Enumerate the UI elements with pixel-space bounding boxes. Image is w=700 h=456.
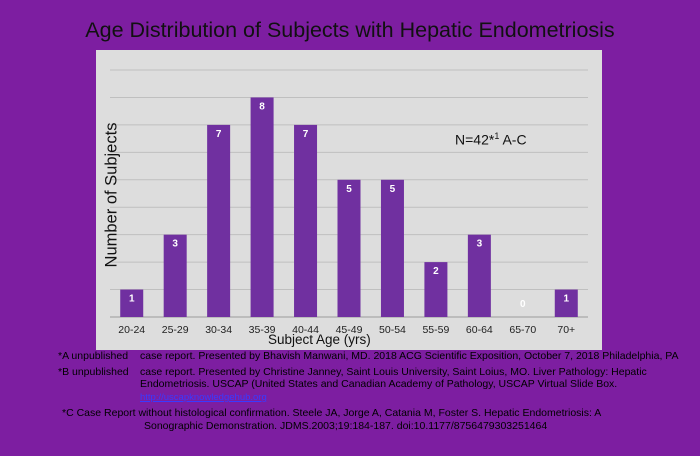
reference-a-text: case report. Presented by Bhavish Manwan…	[140, 350, 679, 362]
bar-50-54	[380, 179, 404, 317]
data-label-60-64: 3	[477, 239, 483, 250]
tick-label-25-29: 25-29	[162, 324, 189, 336]
bar-25-29	[163, 234, 187, 317]
reference-c-text-1: Steele JA, Jorge A, Catania M, Foster S.…	[292, 407, 602, 420]
reference-c-text-2: Sonographic Demonstration. JDMS.2003;19:…	[144, 419, 548, 432]
bar-55-59	[424, 262, 448, 317]
data-label-40-44: 7	[303, 129, 309, 140]
tick-label-30-34: 30-34	[205, 324, 232, 336]
bar-30-34	[207, 124, 231, 317]
plot-panel: 1 20-24 3 25-29 7 30-34 8 35-39 7 40-44 5 45-49 5 50-…	[96, 50, 602, 350]
tick-label-50-54: 50-54	[379, 324, 406, 336]
reference-b-tag: *B unpublished	[58, 365, 129, 378]
data-label-25-29: 3	[172, 239, 178, 250]
reference-b-text: case report. Presented by Christine Jann…	[140, 365, 647, 391]
reference-a: *A unpublished case report. Presented by …	[58, 350, 698, 363]
reference-a-tag: *A unpublished	[58, 350, 129, 362]
bar-45-49	[337, 179, 361, 317]
references: *A unpublished case report. Presented by …	[58, 350, 698, 436]
y-axis-label: Number of Subjects	[102, 122, 121, 268]
data-label-65-70: 0	[520, 299, 526, 310]
tick-label-65-70: 65-70	[509, 324, 536, 336]
reference-b: *B unpublished case report. Presented by …	[58, 366, 698, 405]
tick-label-55-59: 55-59	[422, 324, 449, 336]
bar-35-39	[250, 97, 274, 317]
bar-chart: 1 20-24 3 25-29 7 30-34 8 35-39 7 40-44 5 45-49 5 50-…	[110, 69, 588, 336]
tick-label-45-49: 45-49	[336, 324, 363, 336]
bar-20-24	[120, 289, 144, 317]
data-label-70+: 1	[563, 294, 569, 305]
reference-c-tag: *C Case Report without histological conf…	[62, 407, 290, 420]
data-label-30-34: 7	[216, 129, 222, 140]
chart-title: Age Distribution of Subjects with Hepati…	[85, 18, 615, 42]
tick-label-40-44: 40-44	[292, 324, 319, 336]
bar-60-64	[467, 234, 491, 317]
data-label-35-39: 8	[259, 101, 265, 112]
tick-label-20-24: 20-24	[118, 324, 145, 336]
tick-label-70+: 70+	[557, 324, 575, 336]
sample-size-annotation: N=42*1 A-C	[455, 131, 527, 148]
x-axis-label: Subject Age (yrs)	[268, 332, 371, 347]
data-label-50-54: 5	[390, 184, 396, 195]
reference-c: *C Case Report without histological conf…	[58, 407, 698, 432]
tick-label-35-39: 35-39	[249, 324, 276, 336]
data-label-45-49: 5	[346, 184, 352, 195]
reference-b-link[interactable]: http://uscapknowledgehub.org	[140, 391, 267, 403]
data-label-20-24: 1	[129, 294, 135, 305]
bar-40-44	[294, 124, 318, 317]
bar-70+	[554, 289, 578, 317]
data-label-55-59: 2	[433, 266, 439, 277]
tick-label-60-64: 60-64	[466, 324, 493, 336]
